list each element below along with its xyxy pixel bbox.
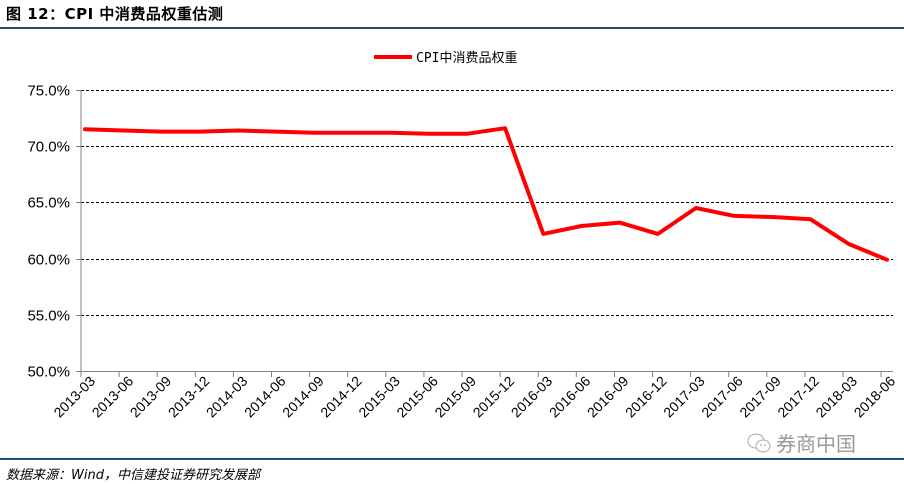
axes (76, 90, 893, 372)
x-tick-label: 2015-09 (431, 373, 479, 421)
x-tick-label: 2013-09 (127, 373, 175, 421)
line-chart: 50.0% 55.0% 60.0% 65.0% 70.0% 75.0% 2013-0320… (27, 50, 898, 420)
watermark: 券商中国 (746, 428, 856, 457)
x-tick-label: 2016-03 (508, 373, 556, 421)
y-tick-label: 55.0% (27, 308, 70, 325)
y-tick-labels: 50.0% 55.0% 60.0% 65.0% 70.0% 75.0% (27, 83, 81, 381)
x-tick-label: 2017-03 (660, 373, 708, 421)
legend: CPI中消费品权重 (374, 50, 517, 66)
x-tick-label: 2017-06 (698, 373, 746, 421)
series-line-cpi-goods-weight (83, 126, 889, 262)
x-tick-label: 2014-09 (279, 373, 327, 421)
x-tick-label: 2018-06 (851, 373, 899, 421)
bottom-rule (0, 458, 904, 460)
x-tick-label: 2018-03 (812, 373, 860, 421)
gridlines (81, 90, 893, 316)
x-tick-label: 2015-12 (470, 373, 518, 421)
watermark-text: 券商中国 (776, 432, 856, 456)
top-rule (0, 27, 904, 29)
x-tick-label: 2016-06 (546, 373, 594, 421)
y-tick-label: 65.0% (27, 195, 70, 212)
wechat-icon (747, 433, 771, 452)
x-tick-label: 2013-12 (165, 373, 213, 421)
y-tick-label: 70.0% (27, 139, 70, 156)
x-tick-label: 2014-03 (203, 373, 251, 421)
x-tick-label: 2016-09 (584, 373, 632, 421)
x-tick-label: 2017-12 (774, 373, 822, 421)
x-tick-label: 2015-06 (393, 373, 441, 421)
x-tick-label: 2014-06 (241, 373, 289, 421)
x-tick-labels: 2013-032013-062013-092013-122014-032014-… (50, 371, 898, 420)
x-tick-label: 2013-06 (89, 373, 137, 421)
legend-label: CPI中消费品权重 (416, 50, 517, 66)
figure-title: 图 12：CPI 中消费品权重估测 (6, 5, 224, 23)
x-tick-label: 2015-03 (355, 373, 403, 421)
x-tick-label: 2014-12 (317, 373, 365, 421)
y-tick-label: 60.0% (27, 252, 70, 269)
x-tick-label: 2016-12 (622, 373, 670, 421)
data-source-note: 数据来源：Wind，中信建投证券研究发展部 (6, 468, 260, 483)
x-tick-label: 2017-09 (736, 373, 784, 421)
y-tick-label: 50.0% (27, 364, 70, 381)
y-tick-label: 75.0% (27, 83, 70, 100)
